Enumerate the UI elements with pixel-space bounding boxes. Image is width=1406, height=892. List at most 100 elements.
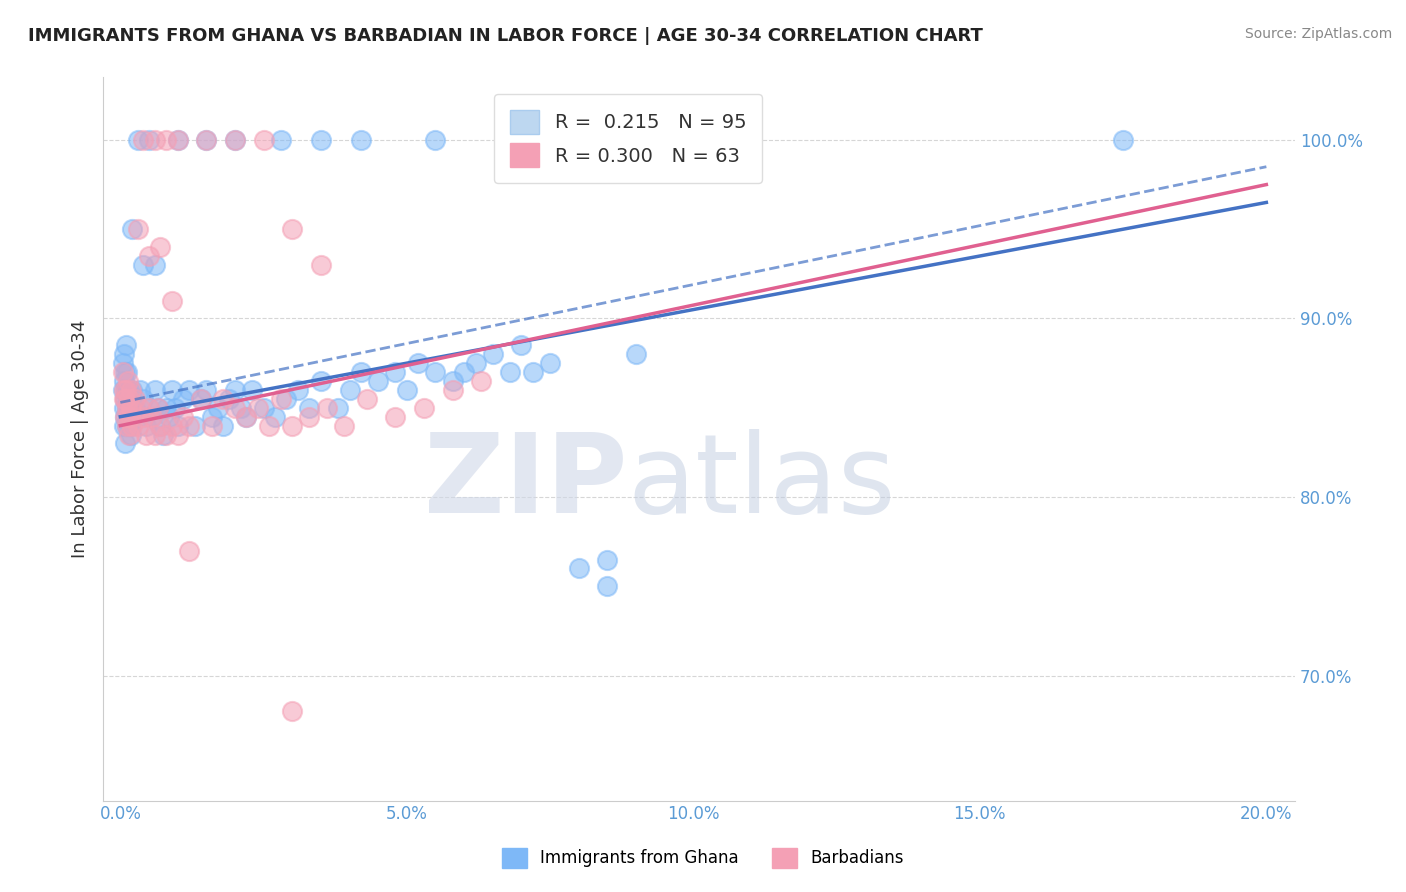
Point	[425, 365, 447, 379]
Point	[413, 401, 436, 415]
Point	[207, 401, 229, 415]
Point	[240, 383, 263, 397]
Point	[384, 409, 406, 424]
Point	[160, 418, 183, 433]
Point	[138, 249, 160, 263]
Legend: R =  0.215   N = 95, R = 0.300   N = 63: R = 0.215 N = 95, R = 0.300 N = 63	[495, 95, 762, 183]
Point	[120, 427, 142, 442]
Point	[339, 383, 361, 397]
Point	[146, 401, 169, 415]
Point	[141, 409, 163, 424]
Legend: Immigrants from Ghana, Barbadians: Immigrants from Ghana, Barbadians	[495, 841, 911, 875]
Point	[395, 383, 418, 397]
Point	[252, 401, 274, 415]
Point	[453, 365, 475, 379]
Point	[1112, 133, 1135, 147]
Point	[201, 409, 224, 424]
Point	[235, 409, 257, 424]
Point	[309, 258, 332, 272]
Point	[149, 240, 172, 254]
Point	[146, 401, 169, 415]
Point	[281, 418, 304, 433]
Text: IMMIGRANTS FROM GHANA VS BARBADIAN IN LABOR FORCE | AGE 30-34 CORRELATION CHART: IMMIGRANTS FROM GHANA VS BARBADIAN IN LA…	[28, 27, 983, 45]
Point	[568, 561, 591, 575]
Point	[425, 133, 447, 147]
Point	[287, 383, 309, 397]
Point	[252, 133, 274, 147]
Point	[117, 392, 139, 406]
Point	[112, 383, 135, 397]
Point	[115, 401, 138, 415]
Point	[135, 418, 157, 433]
Point	[309, 133, 332, 147]
Point	[132, 133, 155, 147]
Point	[112, 401, 135, 415]
Point	[464, 356, 486, 370]
Point	[115, 365, 138, 379]
Point	[229, 401, 252, 415]
Point	[470, 374, 492, 388]
Point	[115, 418, 138, 433]
Point	[384, 365, 406, 379]
Point	[112, 374, 135, 388]
Point	[195, 133, 218, 147]
Point	[190, 392, 212, 406]
Point	[212, 392, 235, 406]
Point	[177, 543, 200, 558]
Point	[326, 401, 349, 415]
Point	[112, 418, 135, 433]
Point	[309, 374, 332, 388]
Point	[522, 365, 544, 379]
Point	[121, 383, 143, 397]
Point	[121, 418, 143, 433]
Point	[166, 133, 188, 147]
Text: Source: ZipAtlas.com: Source: ZipAtlas.com	[1244, 27, 1392, 41]
Point	[114, 392, 136, 406]
Point	[120, 392, 142, 406]
Point	[333, 418, 356, 433]
Point	[157, 409, 180, 424]
Point	[350, 365, 373, 379]
Point	[112, 347, 135, 361]
Point	[155, 427, 177, 442]
Y-axis label: In Labor Force | Age 30-34: In Labor Force | Age 30-34	[72, 320, 89, 558]
Point	[212, 418, 235, 433]
Point	[118, 427, 141, 442]
Point	[298, 409, 321, 424]
Point	[218, 392, 240, 406]
Point	[115, 383, 138, 397]
Point	[115, 418, 138, 433]
Point	[510, 338, 533, 352]
Point	[190, 392, 212, 406]
Point	[195, 383, 218, 397]
Point	[115, 383, 138, 397]
Point	[132, 409, 155, 424]
Point	[160, 383, 183, 397]
Point	[177, 418, 200, 433]
Point	[166, 427, 188, 442]
Point	[367, 374, 389, 388]
Point	[127, 418, 149, 433]
Point	[441, 374, 464, 388]
Point	[298, 401, 321, 415]
Point	[114, 365, 136, 379]
Point	[270, 392, 292, 406]
Point	[315, 401, 337, 415]
Point	[246, 401, 269, 415]
Point	[224, 401, 246, 415]
Point	[117, 409, 139, 424]
Point	[143, 427, 166, 442]
Point	[129, 401, 152, 415]
Point	[138, 401, 160, 415]
Point	[499, 365, 522, 379]
Point	[124, 401, 146, 415]
Point	[117, 409, 139, 424]
Point	[408, 356, 430, 370]
Point	[166, 418, 188, 433]
Point	[624, 347, 647, 361]
Point	[166, 133, 188, 147]
Point	[138, 133, 160, 147]
Point	[118, 392, 141, 406]
Point	[499, 133, 522, 147]
Point	[129, 383, 152, 397]
